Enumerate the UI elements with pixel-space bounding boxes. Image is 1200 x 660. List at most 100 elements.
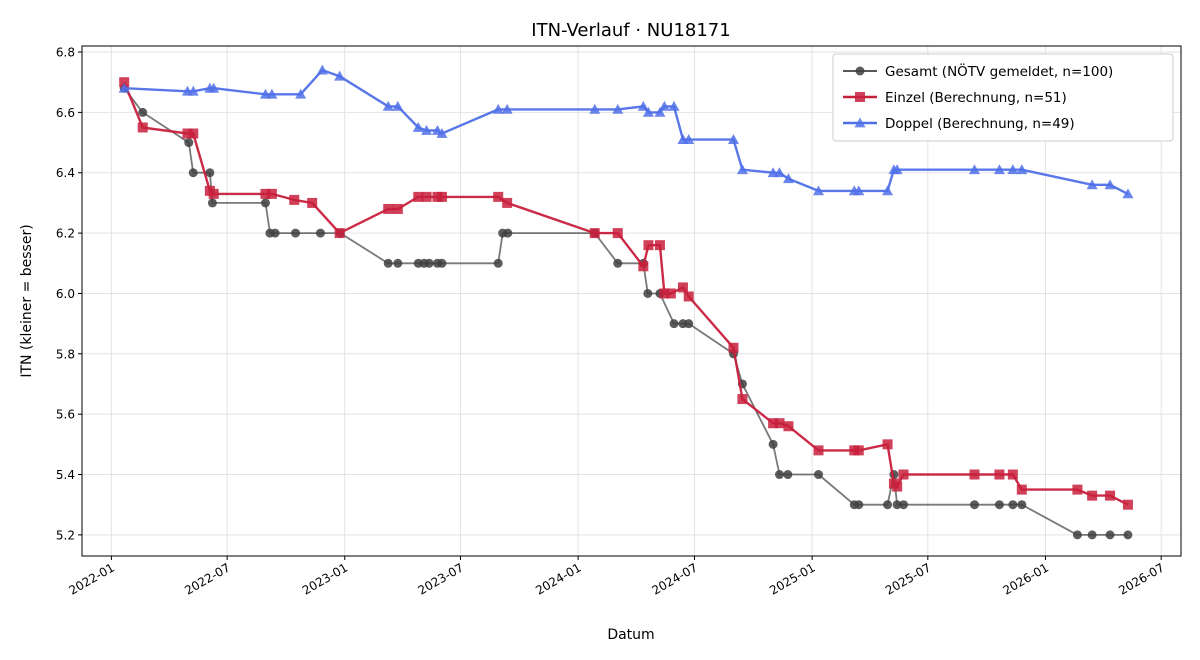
data-point-doppel [891,164,903,175]
data-point-einzel [1105,490,1116,501]
x-tick-label: 2026-07 [1116,560,1166,597]
legend-entry-einzel: Einzel (Berechnung, n=51) [843,90,1067,106]
data-point-gesamt [854,500,864,510]
data-point-doppel [501,103,513,114]
y-tick-label: 5.2 [56,528,75,542]
data-point-doppel [637,100,649,111]
data-point-doppel [392,100,404,111]
data-point-einzel [728,342,739,353]
legend: Gesamt (NÖTV gemeldet, n=100) Einzel (Ber… [832,53,1174,142]
data-point-einzel [502,197,513,208]
y-tick-label: 6.2 [56,227,75,241]
x-tick-label: 2025-01 [767,560,817,597]
data-point-einzel [898,469,909,480]
y-axis-label: ITN (kleiner = besser) [19,224,35,377]
data-point-doppel [334,70,346,81]
data-point-einzel [208,188,219,199]
data-point-doppel [1007,164,1019,175]
data-point-einzel [137,122,148,133]
data-point-gesamt [1123,530,1133,540]
data-point-gesamt [994,500,1004,510]
x-tick-label: 2026-01 [1001,560,1051,597]
data-point-doppel [266,88,278,99]
data-point-gesamt [783,470,793,480]
data-point-einzel [612,228,623,239]
y-tick-label: 6.8 [56,46,75,60]
x-tick-label: 2025-07 [883,560,933,597]
data-point-einzel [1087,490,1098,501]
data-point-einzel [1122,499,1133,510]
data-point-einzel [853,445,864,456]
legend-label: Einzel (Berechnung, n=51) [885,90,1067,106]
data-point-einzel [119,77,130,88]
data-point-einzel [307,197,318,208]
data-point-gesamt [892,500,902,510]
data-point-einzel [334,228,345,239]
data-point-einzel [289,194,300,205]
legend-label: Gesamt (NÖTV gemeldet, n=100) [885,62,1113,80]
data-point-doppel [421,124,433,135]
series-einzel [119,77,1133,510]
data-point-doppel [727,134,739,144]
data-point-gesamt [1017,500,1027,510]
data-point-doppel [612,103,624,114]
data-point-einzel [665,288,676,299]
data-point-doppel [1086,179,1098,190]
data-point-gesamt [883,500,893,510]
data-point-einzel [182,128,193,139]
data-point-einzel [413,191,424,202]
series-gesamt [119,83,1133,540]
data-point-gesamt [138,107,148,117]
data-point-einzel [774,418,785,429]
data-point-gesamt [503,228,513,238]
data-point-gesamt [270,228,280,238]
data-point-doppel [208,82,220,93]
data-point-einzel [1072,484,1083,495]
data-point-einzel [994,469,1005,480]
data-point-gesamt [291,228,301,238]
y-axis: 5.2 5.4 5.6 5.8 6.0 6.2 6.4 6.6 6.8 [56,46,82,542]
data-point-einzel [260,188,271,199]
data-point-doppel [382,100,394,111]
data-point-gesamt [684,319,694,329]
data-point-doppel [774,167,786,178]
data-point-einzel [783,421,794,432]
data-point-doppel [642,106,654,117]
data-point-einzel [643,240,654,251]
data-point-gesamt [1072,530,1082,540]
data-point-gesamt [393,258,403,268]
data-point-gesamt [188,168,198,178]
data-point-doppel [1016,164,1028,175]
x-axis-label: Datum [607,627,654,643]
data-point-gesamt [899,500,909,510]
x-tick-label: 2024-07 [650,560,700,597]
data-point-gesamt [207,198,217,208]
data-point-doppel [654,106,666,117]
data-point-doppel [813,185,825,196]
y-tick-label: 6.4 [56,166,75,180]
y-tick-label: 5.8 [56,347,75,361]
data-point-gesamt [613,258,623,268]
data-point-gesamt [383,258,393,268]
data-point-doppel [492,103,504,114]
data-point-einzel [383,203,394,214]
x-tick-label: 2023-01 [300,560,350,597]
plot-area [81,45,1182,557]
data-point-gesamt [493,258,503,268]
data-point-doppel [316,64,328,75]
data-point-doppel [118,82,130,93]
legend-label: Doppel (Berechnung, n=49) [885,116,1075,132]
data-point-doppel [853,185,865,196]
x-tick-label: 2023-07 [416,560,466,597]
legend-box [832,53,1174,142]
data-point-einzel [638,261,649,272]
data-point-einzel [969,469,980,480]
data-point-gesamt [437,258,447,268]
data-point-doppel [993,164,1005,175]
legend-entry-doppel: Doppel (Berechnung, n=49) [843,116,1075,132]
data-point-einzel [589,228,600,239]
data-point-doppel [412,121,424,132]
data-point-einzel [188,128,199,139]
data-point-einzel [813,445,824,456]
y-tick-label: 5.6 [56,408,75,422]
